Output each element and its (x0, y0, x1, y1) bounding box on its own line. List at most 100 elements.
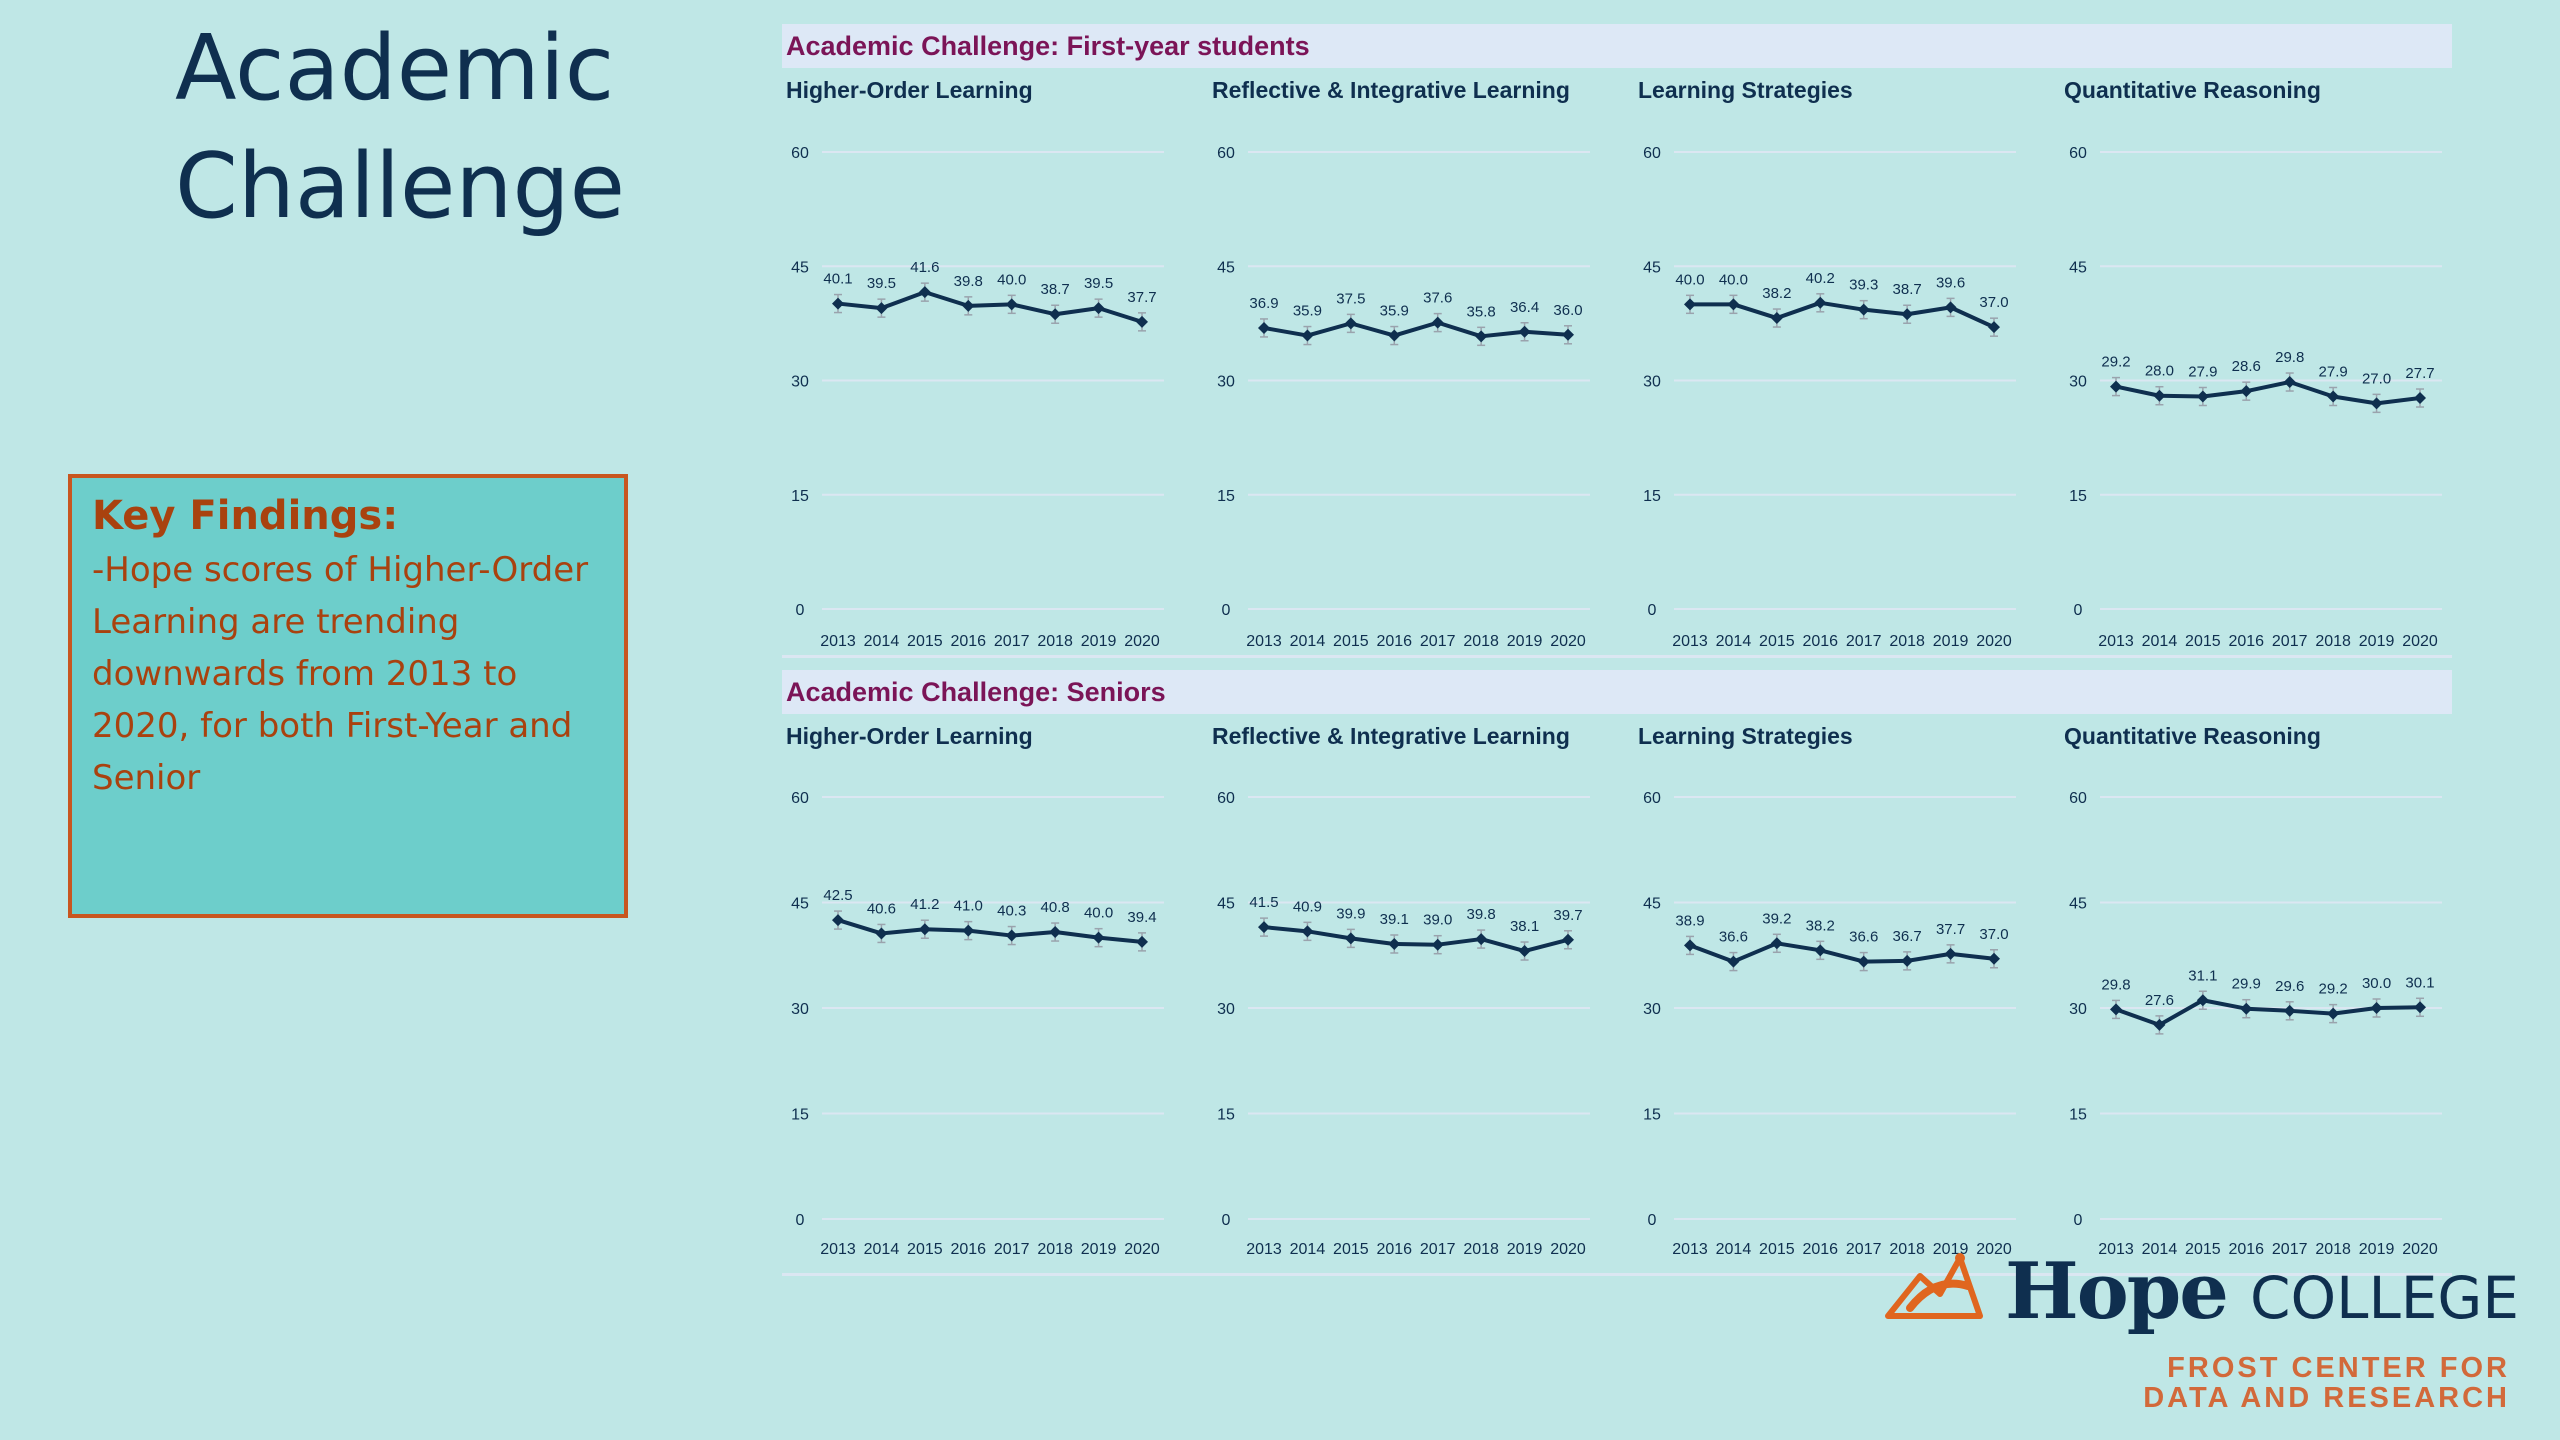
y-tick-label: 45 (1217, 259, 1235, 276)
x-tick-label: 2016 (950, 1241, 986, 1258)
data-label: 41.5 (1249, 894, 1278, 911)
page-title-line-1: Academic (175, 16, 615, 121)
data-point (832, 297, 844, 310)
data-label: 36.7 (1893, 928, 1922, 945)
y-tick-label: 15 (791, 1107, 809, 1124)
data-label: 37.7 (1127, 289, 1156, 306)
y-tick-label: 15 (1643, 488, 1661, 505)
data-point (1684, 939, 1696, 952)
data-point (2283, 376, 2296, 389)
x-tick-label: 2016 (2228, 633, 2264, 650)
data-label: 39.8 (1467, 906, 1496, 923)
data-label: 35.9 (1380, 303, 1409, 320)
y-tick-label: 45 (1643, 259, 1661, 276)
x-tick-label: 2015 (907, 1241, 943, 1258)
data-label: 35.8 (1467, 303, 1496, 320)
data-point (1857, 955, 1870, 968)
x-tick-label: 2017 (994, 633, 1030, 650)
series-line (2115, 998, 2421, 1027)
x-tick-label: 2020 (2402, 1241, 2438, 1258)
x-tick-label: 2014 (1716, 633, 1752, 650)
data-point (1901, 954, 1914, 967)
data-point (2414, 392, 2426, 405)
data-point (2240, 385, 2253, 398)
data-label: 37.0 (1979, 926, 2008, 943)
data-label: 29.2 (2101, 354, 2130, 371)
data-point (1344, 317, 1357, 330)
data-label: 36.6 (1849, 929, 1878, 946)
data-point (1005, 929, 1018, 942)
x-tick-label: 2015 (1759, 633, 1795, 650)
data-point (1136, 935, 1148, 948)
data-point (1562, 328, 1574, 341)
data-point (1988, 321, 2000, 334)
hope-college-logo: Hope COLLEGE FROST CENTER FOR DATA AND R… (1880, 1246, 2530, 1430)
data-point (1092, 302, 1105, 315)
data-point (918, 286, 931, 299)
series-line (1263, 925, 1569, 954)
series-line (837, 918, 1143, 944)
data-label: 39.7 (1553, 907, 1582, 924)
y-tick-label: 0 (1222, 602, 1231, 619)
data-label: 37.0 (1979, 294, 2008, 311)
data-point (1857, 303, 1870, 316)
data-point (1005, 298, 1018, 311)
x-tick-label: 2016 (1376, 633, 1412, 650)
series-line (837, 290, 1143, 324)
data-point (1049, 308, 1062, 321)
y-tick-label: 30 (1217, 374, 1235, 391)
y-tick-label: 60 (1643, 790, 1661, 807)
data-point (1727, 955, 1740, 968)
y-tick-label: 30 (2069, 374, 2087, 391)
y-tick-label: 0 (796, 602, 805, 619)
x-tick-label: 2017 (1420, 1241, 1456, 1258)
x-tick-label: 2016 (1802, 633, 1838, 650)
data-point (1814, 944, 1827, 957)
data-label: 39.4 (1127, 909, 1156, 926)
data-label: 37.5 (1336, 290, 1365, 307)
data-label: 39.5 (1084, 275, 1113, 292)
x-tick-label: 2015 (1333, 633, 1369, 650)
chart-title: Higher-Order Learning (786, 77, 1033, 103)
y-tick-label: 15 (2069, 488, 2087, 505)
key-findings-heading: Key Findings: (92, 493, 399, 539)
data-label: 40.9 (1293, 898, 1322, 915)
data-point (1684, 298, 1696, 311)
data-label: 41.6 (910, 259, 939, 276)
y-tick-label: 60 (2069, 790, 2087, 807)
y-tick-label: 0 (2074, 602, 2083, 619)
logo-sub-line-1: FROST CENTER FOR (2167, 1352, 2510, 1384)
data-point (1944, 301, 1957, 314)
data-label: 40.0 (1675, 271, 1704, 288)
data-label: 40.0 (1084, 905, 1113, 922)
x-tick-label: 2019 (1933, 633, 1969, 650)
data-label: 40.1 (823, 271, 852, 288)
data-point (1431, 316, 1444, 329)
data-label: 28.0 (2145, 363, 2174, 380)
x-tick-label: 2015 (2185, 633, 2221, 650)
x-tick-label: 2013 (820, 633, 856, 650)
data-point (2153, 1018, 2166, 1031)
data-label: 39.2 (1762, 910, 1791, 927)
y-tick-label: 60 (1643, 145, 1661, 162)
x-tick-label: 2016 (2228, 1241, 2264, 1258)
x-tick-label: 2017 (1420, 633, 1456, 650)
data-label: 39.3 (1849, 277, 1878, 294)
x-tick-label: 2014 (1290, 1241, 1326, 1258)
data-point (875, 302, 888, 315)
x-tick-label: 2018 (1463, 633, 1499, 650)
x-tick-label: 2020 (1976, 1241, 2012, 1258)
data-label: 36.4 (1510, 299, 1539, 316)
y-tick-label: 15 (1217, 488, 1235, 505)
x-tick-label: 2015 (1759, 1241, 1795, 1258)
chart-title: Learning Strategies (1638, 723, 1853, 749)
y-tick-label: 30 (791, 1001, 809, 1018)
data-point (1727, 298, 1740, 311)
data-point (1136, 315, 1148, 328)
data-label: 38.7 (1041, 281, 1070, 298)
data-point (1258, 321, 1270, 334)
section-divider (782, 655, 2452, 658)
data-point (962, 299, 975, 312)
y-tick-label: 15 (1643, 1107, 1661, 1124)
